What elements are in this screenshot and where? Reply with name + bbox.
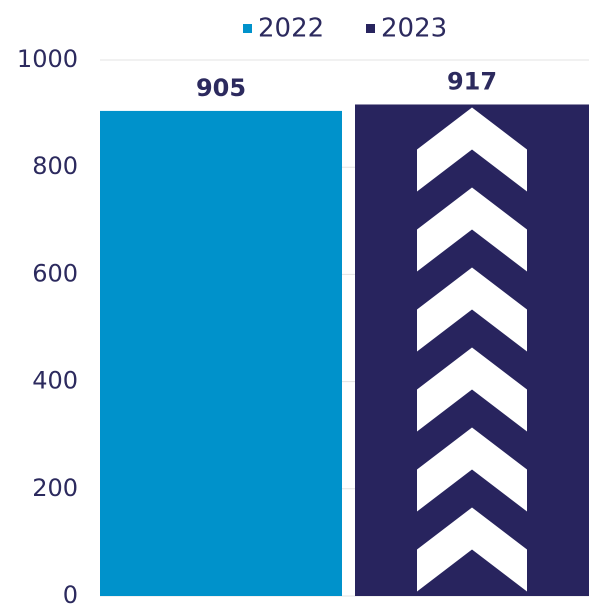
chevron <box>417 507 527 592</box>
chevron <box>417 267 527 352</box>
chevron <box>417 187 527 272</box>
y-tick-label: 600 <box>32 259 78 287</box>
y-tick-label: 800 <box>32 152 78 180</box>
y-tick-label: 0 <box>63 581 78 604</box>
legend-label: 2023 <box>381 14 447 44</box>
chevron <box>417 347 527 432</box>
chevron <box>417 427 527 512</box>
chevron <box>417 107 527 192</box>
value-label: 905 <box>196 74 246 102</box>
legend-swatch <box>243 24 252 33</box>
value-label: 917 <box>447 67 497 95</box>
y-tick-label: 400 <box>32 367 78 395</box>
legend-label: 2022 <box>258 14 324 44</box>
y-tick-label: 1000 <box>17 45 78 73</box>
bar <box>100 110 342 597</box>
y-tick-label: 200 <box>32 474 78 502</box>
legend-swatch <box>366 24 375 33</box>
